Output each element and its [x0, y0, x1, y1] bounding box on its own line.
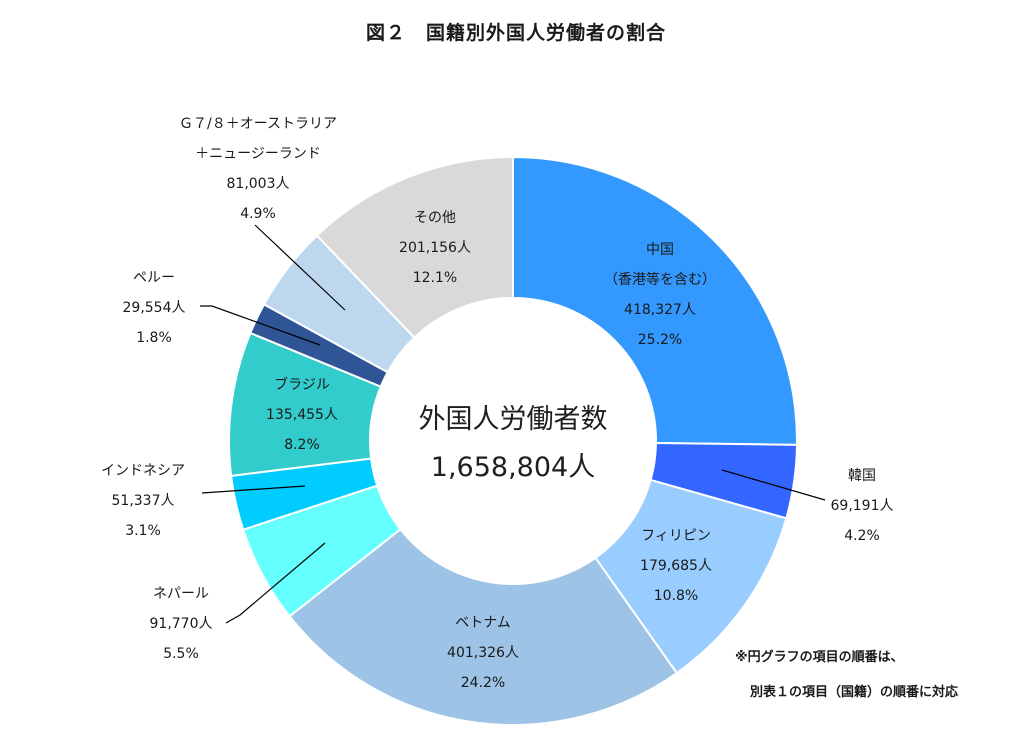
slice-label-6: ブラジル 135,455人 8.2% — [266, 376, 338, 453]
slice-label-percent: 4.9% — [240, 206, 276, 222]
slice-label-name: （香港等を含む） — [604, 271, 716, 288]
slice-label-count: 29,554人 — [123, 300, 186, 316]
slice-label-count: 51,337人 — [112, 493, 175, 509]
center-title: 外国人労働者数 — [419, 404, 608, 435]
leader-line-7 — [200, 305, 321, 346]
slice-label-name: ベトナム — [455, 615, 511, 631]
slice-9 — [315, 155, 514, 339]
slice-label-name: フィリピン — [641, 528, 711, 544]
slice-label-name: 中国 — [646, 242, 674, 258]
slice-label-percent: 4.2% — [844, 528, 880, 544]
footnote-line-2: 別表１の項目（国籍）の順番に対応 — [750, 685, 959, 700]
slice-label-name: ＋ニュージーランド — [195, 146, 321, 162]
slice-label-percent: 3.1% — [125, 523, 161, 539]
slice-label-name: ブラジル — [274, 376, 330, 393]
leader-line-5 — [201, 485, 306, 494]
slice-label-0: 中国 （香港等を含む） 418,327人 25.2% — [604, 242, 716, 348]
center-total: 1,658,804人 — [431, 452, 595, 483]
leader-line-8 — [254, 224, 346, 311]
slice-label-count: 69,191人 — [831, 498, 894, 514]
slice-label-percent: 12.1% — [413, 270, 457, 286]
leader-line-1 — [721, 469, 826, 501]
slice-label-5: インドネシア 51,337人 3.1% — [101, 463, 185, 539]
slice-label-count: 91,770人 — [150, 616, 213, 632]
slice-label-name: ネパール — [153, 586, 209, 602]
slice-label-name: インドネシア — [101, 463, 185, 479]
slice-label-name: Ｇ７/８＋オーストラリア — [179, 116, 337, 132]
footnote-line-1: ※円グラフの項目の順番は、 — [735, 650, 904, 665]
slice-label-count: 81,003人 — [227, 176, 290, 192]
chart-title: 図２ 国籍別外国人労働者の割合 — [365, 22, 666, 44]
slice-label-name: ペルー — [133, 270, 175, 286]
slice-label-count: 135,455人 — [266, 407, 338, 423]
slice-label-count: 201,156人 — [399, 240, 471, 256]
slice-label-4: ネパール 91,770人 5.5% — [150, 586, 213, 662]
slice-label-percent: 5.5% — [163, 646, 199, 662]
slice-label-count: 418,327人 — [624, 302, 696, 318]
slice-label-percent: 1.8% — [136, 330, 172, 346]
slice-0 — [512, 155, 798, 446]
slice-label-percent: 25.2% — [638, 332, 682, 348]
slice-label-3: ベトナム 401,326人 24.2% — [447, 615, 519, 691]
slice-label-count: 401,326人 — [447, 645, 519, 661]
slice-label-percent: 8.2% — [284, 437, 320, 453]
slice-label-7: ペルー 29,554人 1.8% — [123, 270, 186, 346]
slice-label-name: その他 — [414, 210, 456, 226]
slice-label-count: 179,685人 — [640, 558, 712, 574]
slice-label-9: その他 201,156人 12.1% — [399, 210, 471, 286]
slice-label-percent: 24.2% — [461, 675, 505, 691]
leader-line-4 — [225, 542, 326, 624]
slice-label-2: フィリピン 179,685人 10.8% — [640, 528, 712, 604]
slice-label-1: 韓国 69,191人 4.2% — [831, 468, 894, 544]
slice-label-name: 韓国 — [848, 468, 876, 484]
slices-layer — [228, 155, 798, 726]
leader-lines-layer — [200, 224, 826, 624]
slice-label-percent: 10.8% — [654, 588, 698, 604]
slice-label-8: Ｇ７/８＋オーストラリア ＋ニュージーランド 81,003人 4.9% — [179, 116, 337, 222]
slice-3 — [288, 527, 679, 726]
slice-labels-layer: 中国 （香港等を含む） 418,327人 25.2% 韓国 69,191人 4.2% フィリピ… — [101, 116, 894, 691]
